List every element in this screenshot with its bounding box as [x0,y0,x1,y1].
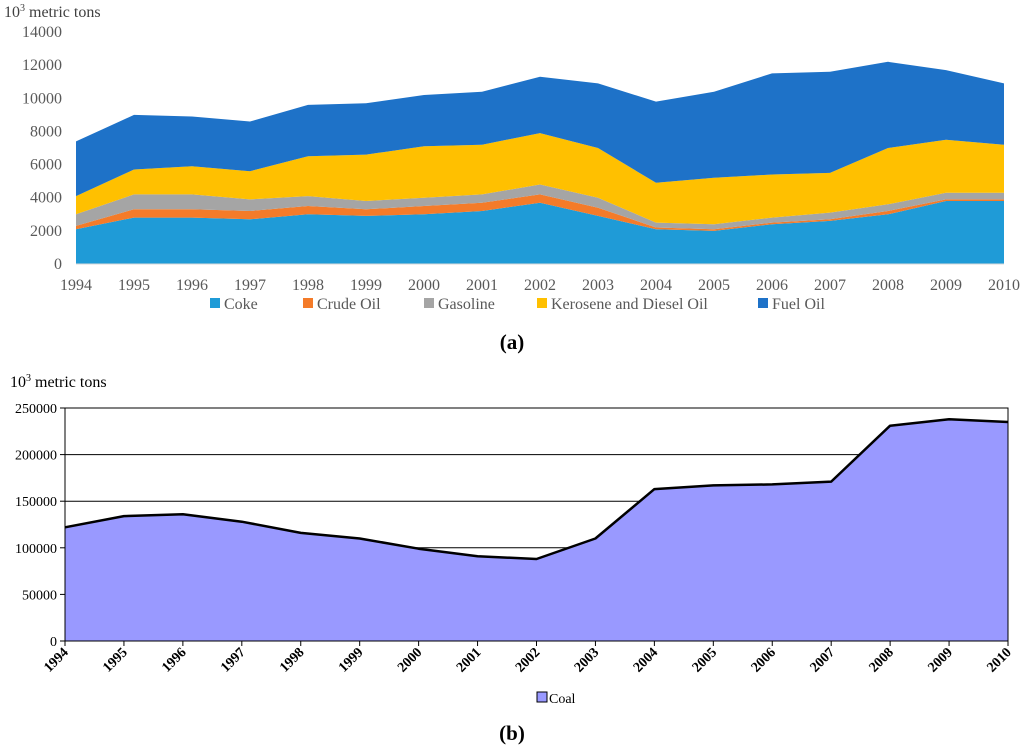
chart-a-x-tick-label: 1994 [60,277,92,294]
legend-label: Fuel Oil [772,296,825,313]
chart-a-x-tick-label: 2003 [582,277,614,294]
chart-a-y-tick-label: 4000 [30,190,62,207]
chart-b-x-tick-label: 1995 [100,645,130,675]
legend-item-crude-oil: Crude Oil [303,296,381,313]
chart-b-y-tick-label: 200000 [15,449,57,464]
legend-item-fuel-oil: Fuel Oil [758,296,825,313]
legend-item-kerosene-and-diesel-oil: Kerosene and Diesel Oil [537,296,708,313]
chart-a-y-tick-label: 10000 [22,90,62,107]
line-series-coal [64,417,1009,561]
chart-a-y-tick-label: 8000 [30,123,62,140]
chart-b-panel-label: (b) [499,721,525,745]
area-series-gasoline [76,184,1004,230]
chart-a-x-tick-label: 2007 [814,277,846,294]
chart-b-x-tick-label: 2000 [395,645,425,675]
chart-a-x-tick-label: 1995 [118,277,150,294]
chart-b-x-tick-label: 2004 [631,645,661,675]
chart-a-x-tick-label: 1996 [176,277,208,294]
area-series-fuel-oil [76,61,1004,197]
chart-b-legend: Coal [536,691,576,707]
chart-a-x-ticks: 1994 1995 1996 1997 1998 1999 2000 2001 2002 2003… [60,277,1020,294]
chart-b-y-ticks: 0 50000 100000 150000 200000 250000 [15,402,57,650]
legend-swatch [537,298,547,308]
chart-b-x-tick-label: 1999 [336,645,366,675]
chart-b-x-tick-label: 2001 [454,645,484,675]
chart-a-x-tick-label: 2010 [988,277,1020,294]
legend-label: Gasoline [438,296,495,313]
legend-item-gasoline: Gasoline [424,296,495,313]
chart-a-x-tick-label: 2005 [698,277,730,294]
chart-a-x-tick-label: 2001 [466,277,498,294]
chart-a-x-tick-label: 2002 [524,277,556,294]
area-series-kerosene-and-diesel-oil [76,133,1004,225]
area-series-coal [65,419,1008,641]
chart-b-axis [60,407,1009,646]
chart-b-x-tick-label: 2003 [572,645,602,675]
legend-label: Crude Oil [317,296,381,313]
chart-b-x-tick-label: 2005 [690,645,720,675]
chart-a-y-tick-label: 14000 [22,24,62,41]
chart-a-ylabel: 103 metric tons [4,3,101,21]
chart-b-x-tick-label: 2010 [984,645,1014,675]
chart-a-x-tick-label: 2000 [408,277,440,294]
chart-b-x-tick-label: 1998 [277,645,307,675]
legend-swatch [303,298,313,308]
chart-a-x-tick-label: 2004 [640,277,672,294]
chart-a-legend: Coke Crude Oil Gasoline Kerosene and Diesel… [210,296,825,313]
legend-swatch [424,298,434,308]
chart-a-x-tick-label: 2008 [872,277,904,294]
legend-label: Kerosene and Diesel Oil [551,296,708,313]
legend-label: Coal [549,692,576,707]
chart-b-y-tick-label: 50000 [22,588,57,603]
chart-a-x-tick-label: 1999 [350,277,382,294]
legend-swatch [536,691,548,703]
chart-b-areas [64,417,1009,641]
chart-a-y-tick-label: 6000 [30,157,62,174]
chart-b-x-tick-label: 2002 [513,645,543,675]
chart-a-x-tick-label: 1997 [234,277,266,294]
chart-b-x-tick-label: 2007 [808,645,838,675]
chart-a-x-tick-label: 2009 [930,277,962,294]
legend-swatch [758,298,768,308]
chart-b-y-tick-label: 100000 [15,542,57,557]
chart-b-ylabel: 103 metric tons [10,373,107,391]
chart-a-x-tick-label: 2006 [756,277,788,294]
area-series-coke [76,201,1004,264]
chart-a-y-ticks: 0 2000 4000 6000 8000 10000 12000 14000 [22,24,62,273]
chart-b-x-tick-label: 2009 [925,645,955,675]
chart-a-x-tick-label: 1998 [292,277,324,294]
legend-label: Coke [224,296,258,313]
chart-a-y-tick-label: 0 [54,256,62,273]
area-series-crude-oil [76,194,1004,231]
legend-item-coal: Coal [536,691,576,707]
chart-b-x-tick-label: 2006 [749,645,779,675]
chart-b-x-ticks: 1994 1995 1996 1997 1998 1999 2000 2001 2002 2003… [41,645,1014,675]
legend-item-coke: Coke [210,296,258,313]
legend-swatch [210,298,220,308]
chart-a-y-tick-label: 2000 [30,223,62,240]
chart-b-y-tick-label: 150000 [15,495,57,510]
chart-b-x-tick-label: 1997 [218,645,248,675]
chart-b-x-tick-label: 1994 [41,645,71,675]
chart-a-areas [76,61,1004,264]
chart-b-y-tick-label: 0 [50,635,57,650]
chart-a-panel-label: (a) [500,330,525,354]
chart-b-x-tick-label: 2008 [867,645,897,675]
chart-a-y-tick-label: 12000 [22,57,62,74]
chart-b-x-tick-label: 1996 [159,645,189,675]
chart-b-y-tick-label: 250000 [15,402,57,417]
